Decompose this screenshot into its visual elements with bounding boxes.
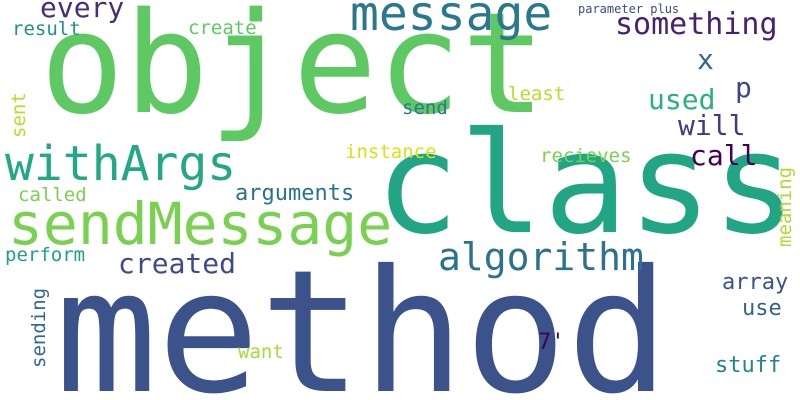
word-sendmessage: sendMessage <box>8 190 393 258</box>
word-message: message <box>350 0 553 42</box>
word-use: use <box>742 296 782 321</box>
word-called: called <box>18 184 87 206</box>
word-call: call <box>690 139 758 172</box>
word-withargs: withArgs <box>5 136 237 192</box>
word-least: least <box>508 83 566 105</box>
word-x: x <box>697 43 714 76</box>
word-array: array <box>722 270 789 295</box>
word-parameter-plus: parameter plus <box>578 2 680 16</box>
word-object: object <box>40 0 546 146</box>
word-every: every <box>40 0 125 24</box>
word-instance: instance <box>345 141 437 163</box>
word-seven: 7' <box>538 330 565 355</box>
word-will: will <box>678 109 746 142</box>
word-meaning: meaning <box>774 166 796 247</box>
word-recieves: recieves <box>540 145 632 167</box>
word-result: result <box>12 18 81 40</box>
word-something: something <box>615 7 778 42</box>
word-create: create <box>188 17 257 39</box>
word-want: want <box>238 341 284 363</box>
word-used: used <box>648 83 716 116</box>
word-sent: sent <box>8 92 30 138</box>
word-class: class <box>375 103 797 266</box>
word-perform: perform <box>5 244 86 266</box>
word-algorithm: algorithm <box>438 235 644 279</box>
word-method: method <box>55 234 670 400</box>
word-sending: sending <box>28 287 50 368</box>
word-send: send <box>402 97 448 119</box>
word-p: p <box>735 71 752 104</box>
word-stuff: stuff <box>715 353 782 378</box>
word-arguments: arguments <box>235 181 355 206</box>
word-created: created <box>118 247 237 280</box>
